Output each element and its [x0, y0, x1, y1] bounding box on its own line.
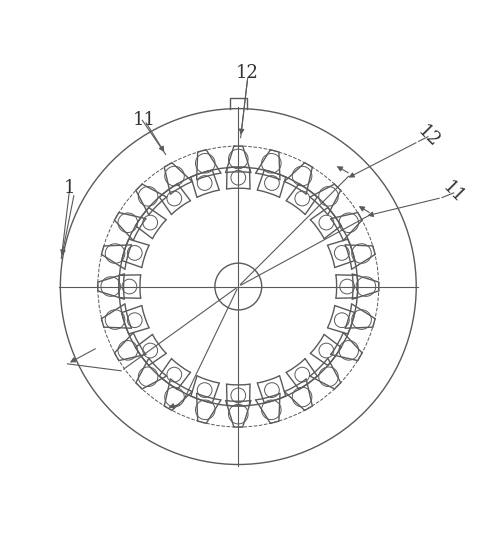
- Text: 12: 12: [414, 122, 442, 151]
- Text: 11: 11: [133, 111, 156, 129]
- Text: 12: 12: [236, 64, 259, 82]
- Text: 1: 1: [64, 179, 76, 197]
- Text: 11: 11: [439, 178, 468, 208]
